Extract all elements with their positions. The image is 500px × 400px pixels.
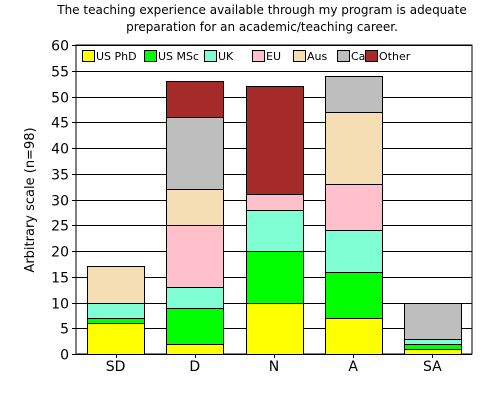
legend-swatch-eu xyxy=(252,50,265,62)
bar-segment-sa-us-msc xyxy=(404,344,462,350)
bar-segment-n-us-msc xyxy=(246,251,304,304)
y-tick-label: 30 xyxy=(51,194,69,210)
legend: US PhD US MSc UK EU Aus Ca Other xyxy=(82,50,411,63)
bar-segment-n-eu xyxy=(246,194,304,211)
legend-label: US PhD xyxy=(96,50,137,63)
y-tick-label: 55 xyxy=(51,65,69,81)
x-tick-label: N xyxy=(269,359,279,375)
x-tick-label: SD xyxy=(106,359,126,375)
x-tick-label: D xyxy=(189,359,200,375)
x-tick-label: A xyxy=(348,359,358,375)
axes: 0 5 10 15 20 25 30 35 40 45 50 55 60 SD D N A SA xyxy=(51,39,442,376)
legend-swatch-ca xyxy=(337,50,350,62)
bar-segment-d-us-phd xyxy=(166,344,224,355)
y-tick-label: 15 xyxy=(51,271,69,287)
bar-segment-d-eu xyxy=(166,225,224,288)
bar-segment-d-uk xyxy=(166,287,224,309)
legend-swatch-aus xyxy=(293,50,306,62)
bar-segment-sd-aus xyxy=(87,266,145,304)
legend-label: Other xyxy=(379,50,411,63)
y-tick-label: 10 xyxy=(51,297,69,313)
legend-swatch-other xyxy=(365,50,378,62)
bar-segment-sa-uk xyxy=(404,339,462,345)
x-tick-label: SA xyxy=(423,359,442,375)
chart-title-line-1: The teaching experience available throug… xyxy=(56,3,466,17)
y-tick-label: 20 xyxy=(51,245,69,261)
bar-segment-n-uk xyxy=(246,210,304,252)
y-tick-label: 35 xyxy=(51,168,69,184)
legend-swatch-uk xyxy=(204,50,217,62)
legend-label: US MSc xyxy=(158,50,199,63)
y-tick-label: 0 xyxy=(60,348,69,364)
bar-segment-sa-ca xyxy=(404,303,462,340)
y-tick-label: 40 xyxy=(51,142,69,158)
bar-segment-a-us-phd xyxy=(325,318,383,355)
chart-title-line-2: preparation for an academic/teaching car… xyxy=(126,20,398,34)
bar-segment-a-us-msc xyxy=(325,272,383,319)
bars xyxy=(87,76,462,355)
y-tick-label: 25 xyxy=(51,219,69,235)
y-tick-label: 5 xyxy=(60,322,69,338)
bar-segment-sa-us-phd xyxy=(404,349,462,355)
bar-segment-sd-uk xyxy=(87,303,145,319)
y-tick-label: 50 xyxy=(51,91,69,107)
bar-segment-d-other xyxy=(166,81,224,118)
bar-segment-d-ca xyxy=(166,117,224,190)
y-tick-label: 45 xyxy=(51,116,69,132)
y-tick-label: 60 xyxy=(51,39,69,55)
bar-segment-d-us-msc xyxy=(166,308,224,345)
legend-label: Aus xyxy=(307,50,327,63)
legend-swatch-us-phd xyxy=(82,50,95,62)
legend-swatch-us-msc xyxy=(144,50,157,62)
legend-label: EU xyxy=(266,50,281,63)
bar-segment-a-ca xyxy=(325,76,383,113)
bar-segment-a-eu xyxy=(325,184,383,231)
bar-segment-n-us-phd xyxy=(246,303,304,355)
bar-segment-d-aus xyxy=(166,189,224,226)
bar-segment-a-uk xyxy=(325,230,383,273)
legend-label: UK xyxy=(218,50,234,63)
y-axis-label: Arbitrary scale (n=98) xyxy=(23,127,38,272)
bar-segment-sd-us-phd xyxy=(87,323,145,355)
bar-segment-sd-us-msc xyxy=(87,318,145,324)
bar-segment-n-other xyxy=(246,86,304,195)
bar-segment-a-aus xyxy=(325,112,383,185)
legend-label: Ca xyxy=(351,50,365,63)
